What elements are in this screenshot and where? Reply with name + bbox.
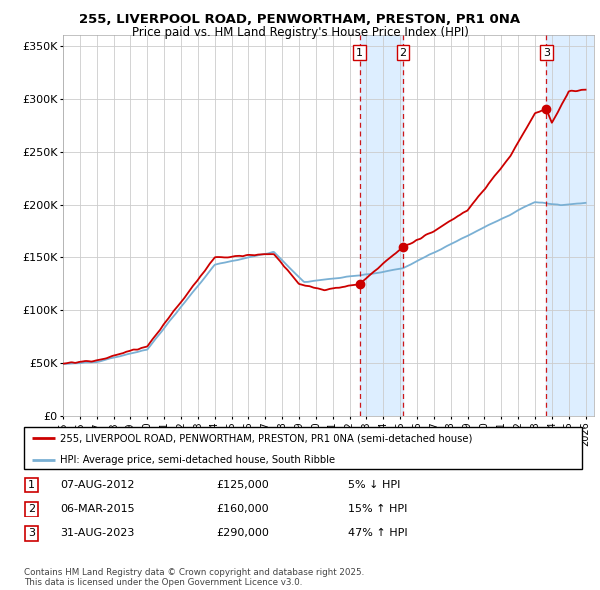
Text: 2: 2 xyxy=(400,48,407,57)
Text: HPI: Average price, semi-detached house, South Ribble: HPI: Average price, semi-detached house,… xyxy=(60,455,335,465)
Text: 255, LIVERPOOL ROAD, PENWORTHAM, PRESTON, PR1 0NA (semi-detached house): 255, LIVERPOOL ROAD, PENWORTHAM, PRESTON… xyxy=(60,434,473,444)
Text: 1: 1 xyxy=(356,48,363,57)
Bar xyxy=(359,35,403,416)
Text: £160,000: £160,000 xyxy=(216,504,269,514)
Text: 255, LIVERPOOL ROAD, PENWORTHAM, PRESTON, PR1 0NA: 255, LIVERPOOL ROAD, PENWORTHAM, PRESTON… xyxy=(79,13,521,26)
Text: 31-AUG-2023: 31-AUG-2023 xyxy=(60,529,134,538)
Text: Price paid vs. HM Land Registry's House Price Index (HPI): Price paid vs. HM Land Registry's House … xyxy=(131,26,469,39)
Text: 1: 1 xyxy=(28,480,35,490)
Text: Contains HM Land Registry data © Crown copyright and database right 2025.
This d: Contains HM Land Registry data © Crown c… xyxy=(24,568,364,587)
Text: 5% ↓ HPI: 5% ↓ HPI xyxy=(348,480,400,490)
Text: 2: 2 xyxy=(28,504,35,514)
Text: £125,000: £125,000 xyxy=(216,480,269,490)
Text: 3: 3 xyxy=(28,529,35,538)
Text: 3: 3 xyxy=(543,48,550,57)
Text: 47% ↑ HPI: 47% ↑ HPI xyxy=(348,529,407,538)
Text: 15% ↑ HPI: 15% ↑ HPI xyxy=(348,504,407,514)
Text: 07-AUG-2012: 07-AUG-2012 xyxy=(60,480,134,490)
Bar xyxy=(546,35,594,416)
Text: £290,000: £290,000 xyxy=(216,529,269,538)
Text: 06-MAR-2015: 06-MAR-2015 xyxy=(60,504,134,514)
